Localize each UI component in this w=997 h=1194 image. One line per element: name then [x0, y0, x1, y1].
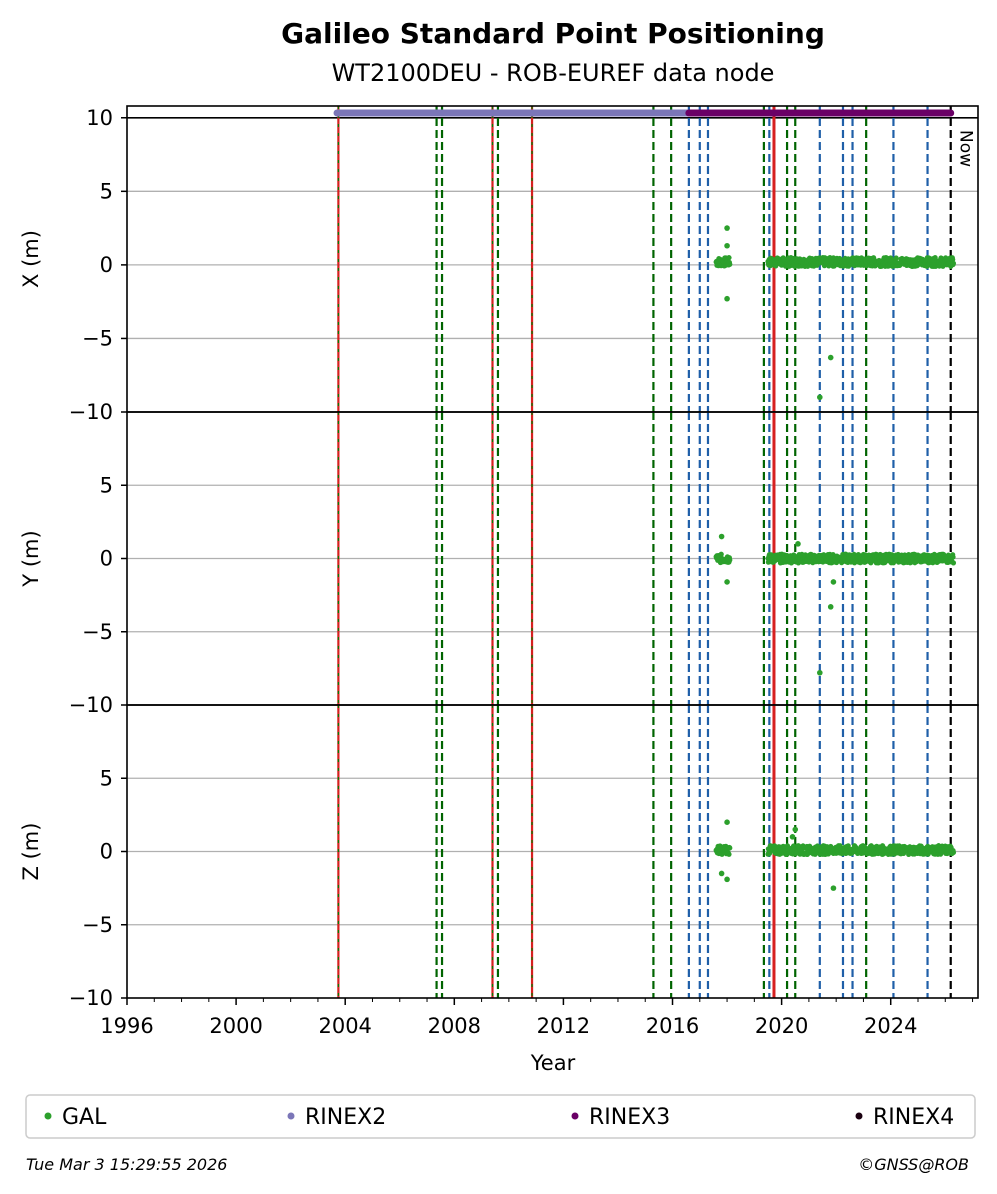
- y-tick-label: 5: [100, 766, 113, 790]
- gal-point: [727, 557, 733, 563]
- panel-1: Now −10 −5 0 5 10 X (m): [19, 105, 979, 424]
- footer-copyright: ©GNSS@ROB: [858, 1155, 969, 1174]
- chart-subtitle: WT2100DEU - ROB-EUREF data node: [332, 59, 775, 87]
- gal-outlier-point: [817, 669, 823, 676]
- gal-outlier-point: [830, 579, 837, 585]
- panel-3: −10 −5 0 5 Z (m): [19, 704, 979, 1010]
- legend-label-gal: GAL: [62, 1105, 107, 1130]
- y-tick-label: 5: [100, 473, 113, 497]
- y-tick-label: 0: [100, 253, 113, 277]
- x-tick-label: 2020: [755, 1014, 808, 1038]
- legend-marker-gal: [44, 1112, 52, 1120]
- panel-2: −10 −5 0 5 Y (m): [19, 411, 979, 717]
- x-axis-label: Year: [530, 1051, 576, 1075]
- gal-outlier-point: [718, 533, 725, 540]
- x-tick-label: 1996: [100, 1014, 153, 1038]
- now-label: Now: [956, 130, 976, 167]
- legend-label-rinex2: RINEX2: [305, 1105, 386, 1130]
- y-axis-label: Z (m): [19, 823, 43, 881]
- gal-outlier-point: [830, 885, 837, 891]
- gal-outlier-point: [792, 826, 799, 833]
- gal-point: [718, 551, 724, 557]
- x-tick-label: 2016: [646, 1014, 699, 1038]
- gal-outlier-point: [724, 876, 730, 883]
- gal-outlier-point: [724, 295, 730, 302]
- y-tick-label: 0: [100, 840, 113, 864]
- x-tick-label: 2008: [428, 1014, 481, 1038]
- gal-outlier-point: [827, 604, 834, 610]
- y-tick-label: 5: [100, 179, 113, 203]
- gal-point: [726, 851, 732, 857]
- y-tick-label: −10: [69, 400, 113, 424]
- gal-point: [726, 255, 732, 261]
- gal-outlier-point: [827, 354, 834, 361]
- gal-point: [727, 261, 733, 267]
- gal-outlier-point: [789, 834, 796, 840]
- y-tick-label: −5: [82, 620, 113, 644]
- y-tick-label: −10: [69, 693, 113, 717]
- legend-marker-rinex4: [855, 1112, 863, 1120]
- gal-point: [893, 255, 899, 261]
- x-tick-label: 2012: [537, 1014, 590, 1038]
- x-tick-label: 2024: [864, 1014, 917, 1038]
- x-tick-label: 2000: [209, 1014, 262, 1038]
- gal-outlier-point: [817, 394, 823, 401]
- legend-label-rinex4: RINEX4: [873, 1105, 954, 1130]
- legend-marker-rinex2: [287, 1112, 295, 1120]
- legend: GAL RINEX2 RINEX3 RINEX4: [25, 1094, 976, 1139]
- legend-box: [25, 1094, 976, 1139]
- y-axis-label: X (m): [19, 230, 43, 288]
- gal-point: [950, 554, 956, 560]
- legend-marker-rinex3: [571, 1112, 579, 1120]
- gal-point: [950, 560, 957, 566]
- y-tick-label: −5: [82, 326, 113, 350]
- chart-title: Galileo Standard Point Positioning: [281, 17, 825, 50]
- y-tick-label: 10: [86, 106, 113, 130]
- gal-point: [950, 260, 957, 266]
- x-tick-label: 2004: [318, 1014, 371, 1038]
- panels: Now −10 −5 0 5 10 X (m) −10 −5 0 5 Y (m) −10 −5 0 5 Z (m…: [19, 105, 979, 1038]
- gal-point: [727, 845, 733, 851]
- gal-outlier-point: [724, 579, 730, 585]
- gal-outlier-point: [724, 225, 730, 231]
- legend-label-rinex3: RINEX3: [589, 1105, 670, 1130]
- gal-outlier-point: [724, 819, 730, 825]
- gal-outlier-point: [718, 870, 725, 877]
- y-tick-label: 0: [100, 547, 113, 571]
- y-tick-label: −5: [82, 913, 113, 937]
- footer-timestamp: Tue Mar 3 15:29:55 2026: [26, 1155, 227, 1174]
- gal-outlier-point: [795, 541, 801, 547]
- gal-point: [950, 849, 957, 856]
- y-tick-label: −10: [69, 986, 113, 1010]
- gal-outlier-point: [724, 242, 730, 249]
- y-axis-label: Y (m): [19, 530, 43, 587]
